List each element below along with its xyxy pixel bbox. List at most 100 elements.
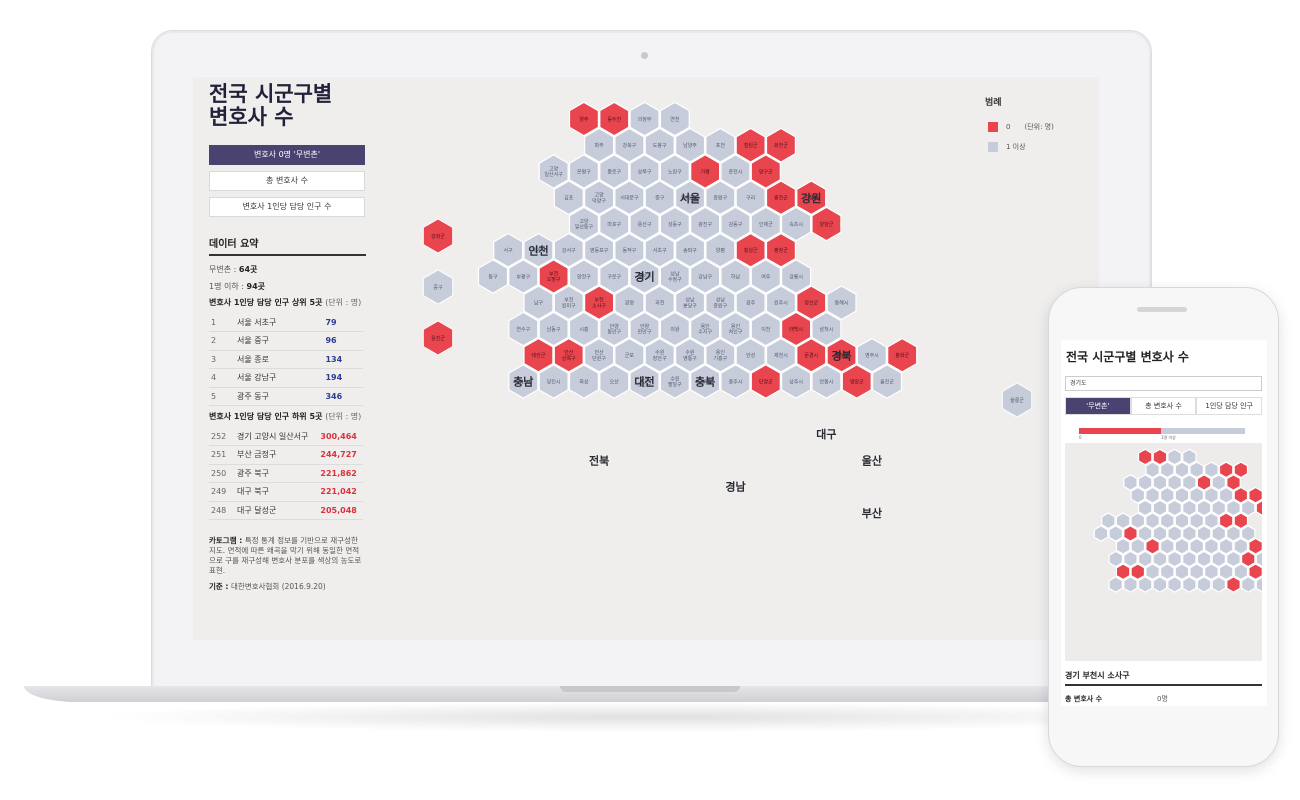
hex-region[interactable]	[1145, 512, 1160, 530]
hex-region[interactable]: 포천	[705, 127, 736, 163]
hex-region[interactable]: 남양주	[675, 127, 706, 163]
hex-region[interactable]: 정선군	[796, 285, 827, 321]
hex-region[interactable]	[1137, 550, 1153, 568]
hex-region[interactable]	[1108, 576, 1123, 593]
hex-region[interactable]	[1226, 499, 1241, 517]
hex-region[interactable]: 속초시	[781, 206, 812, 242]
hex-region[interactable]: 과천	[644, 285, 675, 321]
hex-region[interactable]: 영주시	[856, 337, 887, 373]
hex-region[interactable]	[1123, 474, 1138, 491]
hex-region[interactable]	[1137, 576, 1153, 593]
hex-region[interactable]	[1115, 563, 1131, 581]
hex-region[interactable]	[1226, 550, 1241, 568]
hex-island[interactable]: 강화군	[422, 218, 454, 254]
hex-region[interactable]: 당진시	[538, 364, 569, 399]
hex-region[interactable]	[1145, 537, 1160, 555]
hex-region[interactable]: 양천구	[568, 259, 599, 294]
hex-region[interactable]	[1130, 486, 1146, 504]
hex-region[interactable]: 양주	[568, 101, 599, 137]
hex-region[interactable]	[1130, 563, 1146, 581]
hex-region[interactable]: 종로구	[599, 154, 630, 189]
hex-region[interactable]	[1160, 537, 1175, 555]
hex-region[interactable]	[1255, 576, 1262, 593]
hex-region[interactable]: 광주	[735, 285, 766, 321]
hex-region[interactable]	[1189, 512, 1204, 530]
hex-region[interactable]	[1211, 576, 1226, 593]
hex-region[interactable]	[1108, 550, 1123, 568]
hex-region[interactable]	[1167, 448, 1182, 466]
hex-region[interactable]	[1123, 550, 1138, 568]
hex-region[interactable]	[1196, 499, 1212, 517]
hex-region[interactable]	[1233, 563, 1249, 581]
hex-region[interactable]	[1137, 499, 1153, 517]
hex-region[interactable]: 구로구	[599, 259, 630, 294]
hex-region[interactable]	[1101, 512, 1116, 530]
hex-region[interactable]	[1241, 576, 1256, 593]
hex-region[interactable]: 강동구	[720, 206, 751, 242]
hex-region[interactable]	[1241, 550, 1256, 568]
hex-region[interactable]: 하남	[720, 259, 751, 294]
hex-region[interactable]	[1137, 448, 1153, 466]
hex-region[interactable]: 삼척시	[811, 311, 842, 347]
hex-region[interactable]: 봉화군	[887, 337, 918, 373]
hex-region[interactable]	[1211, 474, 1226, 491]
hex-region[interactable]: 태안군	[523, 337, 554, 373]
hex-region[interactable]	[1152, 525, 1168, 542]
hex-region[interactable]	[1218, 461, 1234, 479]
tab-total-lawyers-button[interactable]: 총 변호사 수	[209, 171, 365, 191]
hex-region[interactable]: 여주	[750, 259, 781, 294]
hex-region[interactable]	[1152, 550, 1168, 568]
hex-region[interactable]: 울진군	[872, 364, 903, 399]
hex-region[interactable]: 중구	[644, 180, 675, 216]
hex-region[interactable]	[1218, 537, 1234, 555]
hex-region[interactable]	[1204, 512, 1219, 530]
hex-region[interactable]: 평택	[690, 364, 721, 399]
hex-region[interactable]	[1233, 537, 1249, 555]
hex-region[interactable]	[1160, 512, 1175, 530]
hex-island[interactable]: 옹진군	[422, 320, 454, 356]
hex-region[interactable]	[1130, 512, 1146, 530]
hex-region[interactable]: 부평구	[508, 259, 539, 294]
hex-region[interactable]	[1167, 474, 1182, 491]
hex-region[interactable]: 태백시	[781, 311, 812, 347]
hex-region[interactable]	[1211, 525, 1226, 542]
hex-region[interactable]: 안동시	[811, 364, 842, 399]
hex-region[interactable]: 양구군	[750, 154, 781, 189]
hex-region[interactable]: 마포구	[599, 206, 630, 242]
hex-region[interactable]	[1167, 499, 1182, 517]
hex-region[interactable]	[1226, 525, 1241, 542]
hex-region[interactable]: 송파구	[675, 232, 706, 268]
hex-region[interactable]: 강릉시	[781, 259, 812, 294]
hex-region[interactable]	[1204, 461, 1219, 479]
hex-region[interactable]: 은평구	[568, 154, 599, 189]
hex-region[interactable]	[1137, 474, 1153, 491]
hex-region[interactable]: 성북구	[629, 154, 660, 189]
hex-region[interactable]	[1189, 461, 1204, 479]
hex-region[interactable]	[1182, 499, 1197, 517]
hex-region[interactable]: 평창군	[765, 232, 796, 268]
hex-region[interactable]	[1152, 448, 1168, 466]
hex-region[interactable]	[1160, 461, 1175, 479]
hex-region[interactable]	[1145, 563, 1160, 581]
hex-region[interactable]	[1189, 486, 1204, 504]
hex-region[interactable]: 구리	[735, 180, 766, 216]
hex-region[interactable]: 파주	[584, 127, 615, 163]
hex-region[interactable]	[1248, 563, 1262, 581]
hex-region[interactable]: 화성	[568, 364, 599, 399]
hex-region[interactable]: 서대문구	[614, 180, 645, 216]
hex-region[interactable]	[1145, 486, 1160, 504]
hex-region[interactable]	[1204, 486, 1219, 504]
hex-region[interactable]: 양양군	[811, 206, 842, 242]
hex-region[interactable]: 의정부	[629, 101, 660, 137]
hex-region[interactable]: 인제군	[750, 206, 781, 242]
hex-region[interactable]	[1182, 550, 1197, 568]
